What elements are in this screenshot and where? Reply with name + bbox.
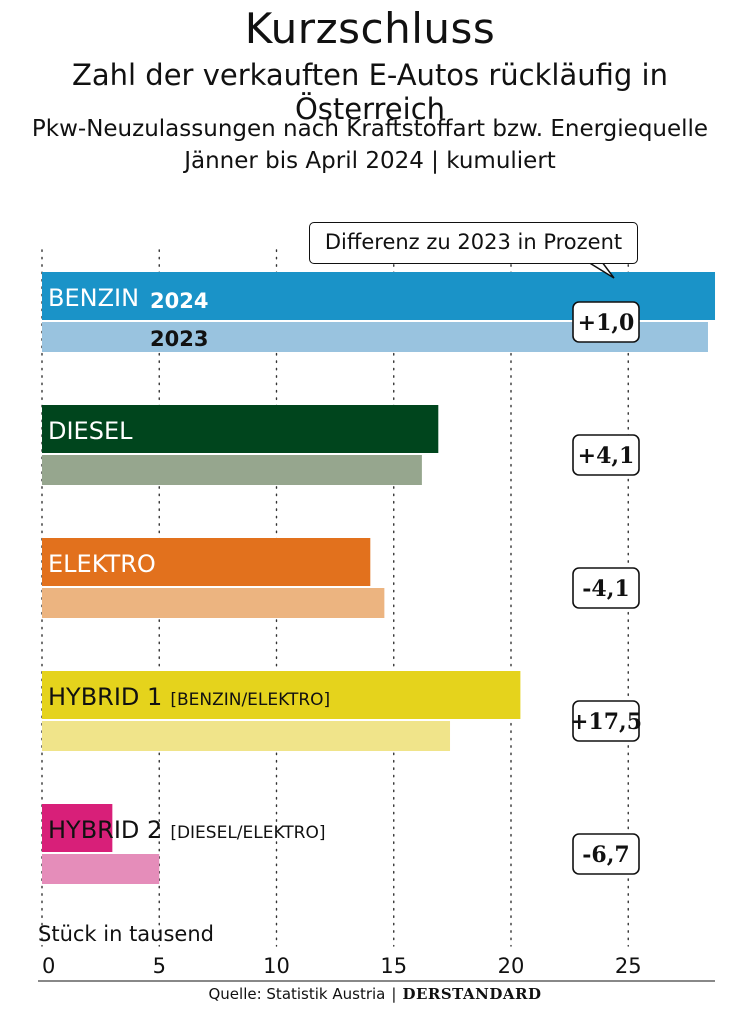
bar-2024 xyxy=(42,405,439,453)
category-suffix: [BENZIN/ELEKTRO] xyxy=(170,690,330,710)
x-axis-label: Stück in tausend xyxy=(38,922,214,946)
bar-2024 xyxy=(42,804,113,852)
difference-badge xyxy=(572,434,640,476)
x-tick-label: 15 xyxy=(380,954,407,978)
source-label: Quelle: Statistik Austria xyxy=(208,985,386,1003)
difference-badge xyxy=(572,567,640,609)
category-label: HYBRID 2 [DIESEL/ELEKTRO] xyxy=(48,816,326,844)
bar-2023 xyxy=(42,854,160,884)
difference-value: -4,1 xyxy=(582,576,629,602)
publisher-logo: DERSTANDARD xyxy=(402,985,542,1003)
difference-value: -6,7 xyxy=(582,842,629,868)
difference-badge xyxy=(572,833,640,875)
difference-value: +4,1 xyxy=(578,443,635,469)
x-tick-label: 20 xyxy=(498,954,525,978)
year-2023-label: 2023 xyxy=(150,327,208,351)
difference-badge xyxy=(572,301,640,343)
difference-value: +17,5 xyxy=(570,709,642,735)
category-suffix: [DIESEL/ELEKTRO] xyxy=(170,823,325,843)
bar-2023 xyxy=(42,588,385,618)
difference-legend-box: Differenz zu 2023 in Prozent xyxy=(309,222,638,264)
x-tick-label: 5 xyxy=(153,954,166,978)
bar-2024 xyxy=(42,538,371,586)
bar-2023 xyxy=(42,455,422,485)
category-label: BENZIN xyxy=(48,284,139,312)
year-2024-label: 2024 xyxy=(150,289,208,313)
difference-value: +1,0 xyxy=(578,310,635,336)
x-tick-label: 25 xyxy=(615,954,642,978)
bar-2024 xyxy=(42,671,521,719)
footer: Quelle: Statistik Austria | DERSTANDARD xyxy=(0,984,750,1004)
x-tick-label: 0 xyxy=(42,954,55,978)
category-label: ELEKTRO xyxy=(48,550,156,578)
chart-subtitle: Zahl der verkauften E-Autos rückläufig i… xyxy=(72,58,668,126)
x-tick-label: 10 xyxy=(263,954,290,978)
difference-badge xyxy=(572,700,640,742)
footer-separator: | xyxy=(391,985,397,1003)
category-label: DIESEL xyxy=(48,417,133,445)
chart-period: Jänner bis April 2024 | kumuliert xyxy=(184,148,556,174)
chart-description: Pkw-Neuzulassungen nach Kraftstoffart bz… xyxy=(31,116,709,142)
chart-title: Kurzschluss xyxy=(244,4,496,53)
bar-2023 xyxy=(42,721,451,751)
